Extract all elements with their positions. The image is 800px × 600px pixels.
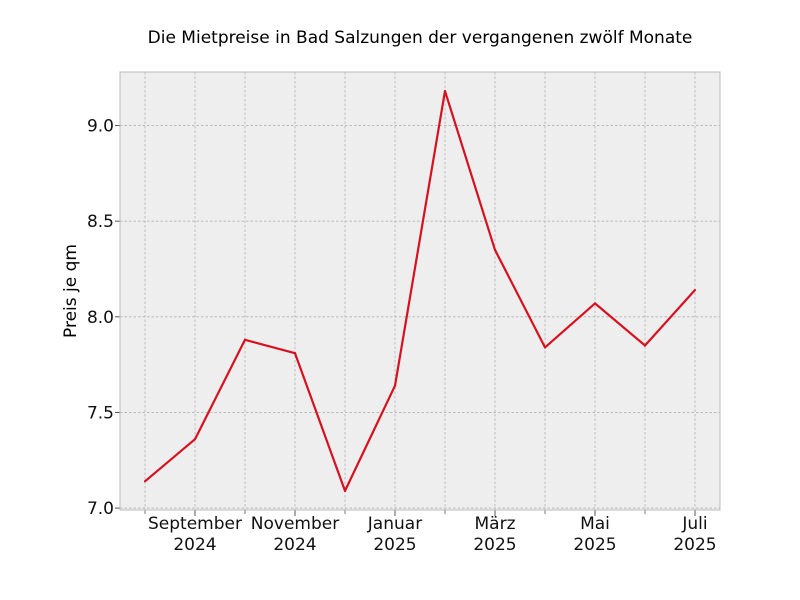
data-point	[493, 248, 497, 251]
y-tick-label: 7.5	[87, 403, 114, 423]
x-tick-label: November 2024	[251, 514, 339, 555]
data-point	[593, 302, 597, 305]
plot-area	[120, 72, 720, 510]
x-tick-label: März 2025	[473, 514, 516, 555]
data-point	[143, 480, 147, 483]
chart-title: Die Mietpreise in Bad Salzungen der verg…	[148, 28, 693, 48]
y-tick-label: 8.5	[87, 212, 114, 232]
x-tick-label: September 2024	[148, 514, 242, 555]
x-tick-label: Januar 2025	[367, 514, 422, 555]
series-group	[143, 89, 697, 492]
y-tick-label: 7.0	[87, 499, 114, 519]
plot-frame	[119, 71, 721, 511]
y-tick-label: 8.0	[87, 308, 114, 328]
data-point	[693, 288, 697, 292]
data-point	[293, 352, 297, 355]
y-tick-label: 9.0	[87, 117, 114, 137]
data-point	[643, 344, 647, 347]
data-point	[193, 438, 197, 441]
data-point	[443, 90, 447, 93]
data-point	[393, 384, 397, 387]
data-point	[243, 338, 247, 341]
y-axis-label: Preis je qm	[61, 244, 81, 338]
x-tick-label: Juli 2025	[673, 514, 716, 555]
data-point	[543, 346, 547, 349]
data-point	[343, 489, 347, 492]
x-tick-label: Mai 2025	[573, 514, 616, 555]
series-line	[144, 89, 696, 492]
